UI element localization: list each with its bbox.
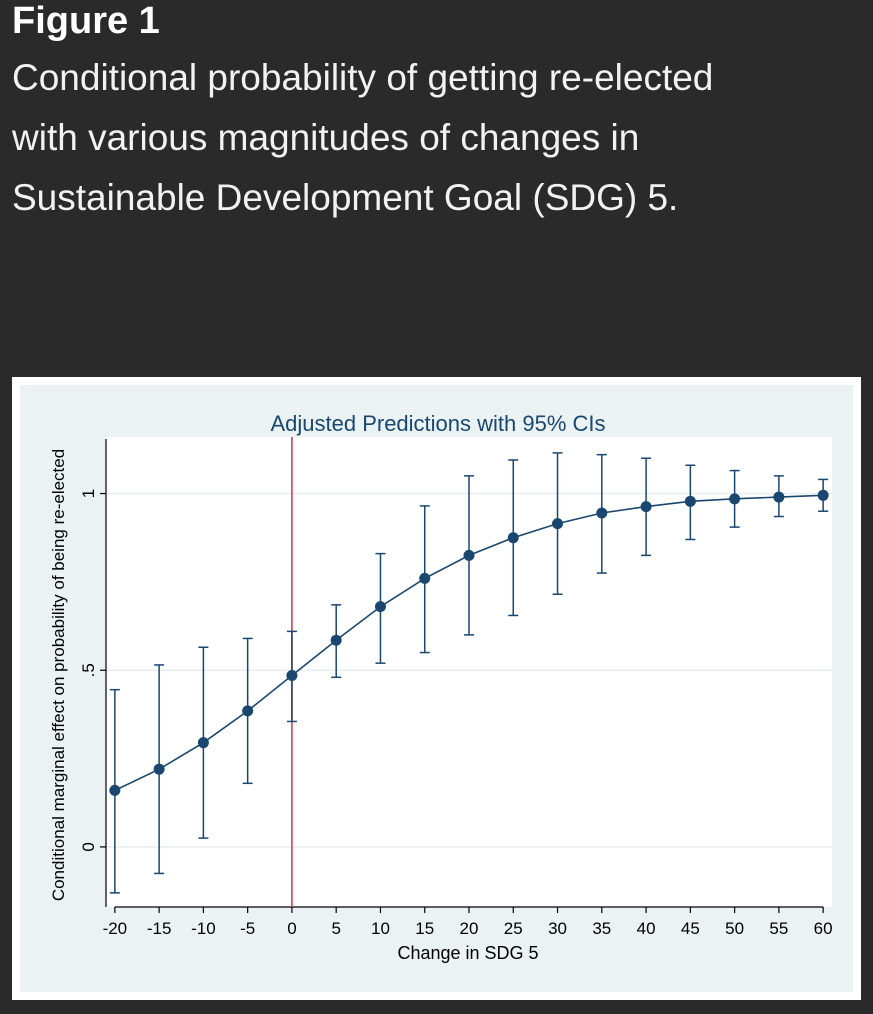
x-tick-label: 15 xyxy=(415,919,434,938)
x-tick-label: 5 xyxy=(331,919,340,938)
figure-label: Figure 1 xyxy=(12,0,160,42)
x-tick-label: 35 xyxy=(592,919,611,938)
x-tick-label: -20 xyxy=(103,919,128,938)
data-point xyxy=(684,495,696,507)
data-point xyxy=(419,572,431,584)
data-point xyxy=(197,737,209,749)
x-tick-label: 50 xyxy=(725,919,744,938)
data-point xyxy=(817,489,829,501)
data-point xyxy=(374,601,386,613)
data-point xyxy=(552,518,564,530)
x-tick-label: -5 xyxy=(240,919,255,938)
y-tick-label: 0 xyxy=(79,842,98,851)
figure-caption: Conditional probability of getting re-el… xyxy=(12,57,714,218)
data-point xyxy=(286,670,298,682)
y-axis-label: Conditional marginal effect on probabili… xyxy=(49,449,68,901)
data-point xyxy=(330,634,342,646)
chart-title: Adjusted Predictions with 95% CIs xyxy=(270,411,605,436)
data-point xyxy=(507,532,519,544)
data-point xyxy=(109,784,121,796)
x-tick-label: 25 xyxy=(504,919,523,938)
x-tick-label: 0 xyxy=(287,919,296,938)
x-tick-label: 30 xyxy=(548,919,567,938)
data-point xyxy=(729,493,741,505)
x-tick-label: 10 xyxy=(371,919,390,938)
x-tick-label: 55 xyxy=(769,919,788,938)
data-point xyxy=(773,491,785,503)
x-tick-label: -15 xyxy=(147,919,172,938)
x-axis-label: Change in SDG 5 xyxy=(397,943,538,963)
x-tick-label: 20 xyxy=(460,919,479,938)
chart: 0.51-20 -15 -10 -5 0 5 10 15 20 25 30 35 40 45 50 55 60 … xyxy=(20,385,853,992)
data-point xyxy=(242,705,254,717)
y-tick-label: 1 xyxy=(79,489,98,498)
x-tick-label: 60 xyxy=(814,919,833,938)
page-header: Figure 1 Conditional probability of gett… xyxy=(12,0,862,228)
data-point xyxy=(153,763,165,775)
y-tick-label: .5 xyxy=(79,663,98,677)
figure-card: 0.5 1 -20 -15 -10 -5 0 5 10 15 20 25 30 35 40 45 50 55 60 … xyxy=(12,377,861,1000)
x-tick-label: 40 xyxy=(637,919,656,938)
x-tick-label: 45 xyxy=(681,919,700,938)
data-point xyxy=(640,501,652,513)
data-point xyxy=(596,507,608,519)
data-point xyxy=(463,549,475,561)
x-tick-label: -10 xyxy=(191,919,216,938)
